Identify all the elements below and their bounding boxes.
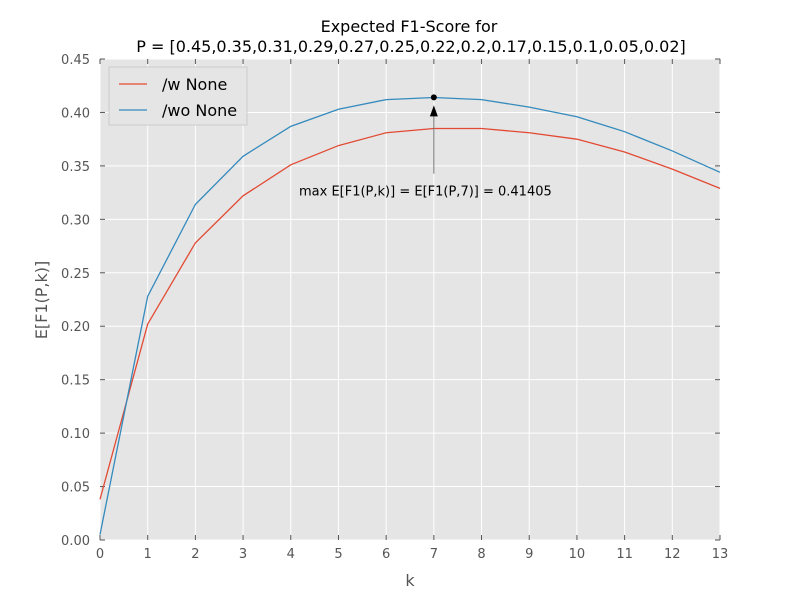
- annotation: max E[F1(P,k)] = E[F1(P,7)] = 0.41405: [299, 94, 552, 200]
- y-tick-label: 0.05: [61, 481, 90, 496]
- x-tick-labels: 0 1 2 3 4 5 6 7 8 9 10 11 12 13: [96, 547, 728, 562]
- x-tick-label: 3: [239, 547, 247, 562]
- axis-ticks: [99, 58, 721, 541]
- y-tick-label: 0.35: [61, 160, 90, 175]
- x-tick-label: 12: [664, 547, 681, 562]
- annotation-max-point: [430, 94, 437, 101]
- x-tick-label: 6: [382, 547, 390, 562]
- x-tick-label: 8: [477, 547, 485, 562]
- y-tick-label: 0.40: [61, 106, 90, 121]
- x-axis-label: k: [405, 571, 415, 590]
- legend-label-wo-none: /wo None: [162, 101, 237, 120]
- annotation-text: max E[F1(P,k)] = E[F1(P,7)] = 0.41405: [299, 185, 552, 200]
- y-tick-label: 0.15: [61, 374, 90, 389]
- x-tick-label: 9: [525, 547, 533, 562]
- series-lines: [99, 96, 721, 535]
- y-tick-label: 0.30: [61, 213, 90, 228]
- x-tick-label: 5: [334, 547, 342, 562]
- legend: /w None /wo None: [108, 66, 248, 126]
- legend-box: [108, 66, 248, 126]
- y-tick-label: 0.45: [61, 53, 90, 68]
- y-axis-label: E[F1(P,k)]: [32, 261, 51, 339]
- annotation-arrow-head: [429, 105, 438, 117]
- x-tick-label: 7: [430, 547, 438, 562]
- series-line-w-none: [99, 127, 721, 500]
- legend-label-w-none: /w None: [162, 75, 227, 94]
- y-tick-labels: 0.00 0.05 0.10 0.15 0.20 0.25 0.30 0.35 0.40 0.45: [61, 53, 90, 549]
- x-tick-label: 10: [569, 547, 586, 562]
- chart-title: Expected F1-Score for: [321, 17, 498, 36]
- y-tick-label: 0.00: [61, 534, 90, 549]
- x-tick-label: 1: [144, 547, 152, 562]
- grid-lines: [99, 58, 721, 541]
- plot-background: [100, 59, 720, 540]
- x-tick-label: 13: [712, 547, 729, 562]
- x-tick-label: 11: [616, 547, 633, 562]
- x-tick-label: 0: [96, 547, 104, 562]
- plot-area: max E[F1(P,k)] = E[F1(P,7)] = 0.41405: [99, 58, 721, 541]
- y-tick-label: 0.25: [61, 267, 90, 282]
- x-tick-label: 2: [191, 547, 199, 562]
- series-line-wo-none: [99, 96, 721, 535]
- y-tick-label: 0.20: [61, 320, 90, 335]
- y-tick-label: 0.10: [61, 427, 90, 442]
- x-tick-label: 4: [287, 547, 295, 562]
- chart-subtitle: P = [0.45,0.35,0.31,0.29,0.27,0.25,0.22,…: [136, 37, 686, 56]
